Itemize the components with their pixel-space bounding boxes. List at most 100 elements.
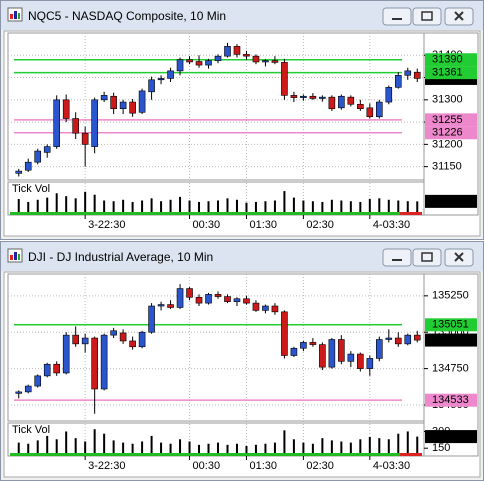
volume-bar — [273, 442, 276, 453]
minimize-button[interactable] — [382, 7, 412, 26]
candle-body — [129, 340, 136, 348]
volume-bar — [359, 201, 362, 212]
candle-body — [243, 54, 250, 57]
volume-bar — [368, 199, 371, 212]
close-button[interactable] — [444, 7, 474, 26]
level-tag — [425, 318, 477, 332]
volume-bar — [160, 201, 163, 212]
x-tick-label: 02:30 — [306, 460, 334, 472]
candle-body — [328, 96, 336, 110]
volume-bar — [112, 201, 115, 212]
volume-bar — [378, 438, 381, 453]
icon — [14, 252, 17, 260]
session-bar — [10, 453, 400, 456]
volume-bar — [150, 198, 153, 212]
y-tick-label: 134750 — [432, 363, 469, 375]
close-button[interactable] — [444, 248, 474, 267]
x-tick-label: 01:30 — [249, 219, 277, 231]
icon — [14, 11, 17, 19]
candle-body — [243, 298, 250, 304]
candle-body — [186, 59, 193, 63]
candle-body — [176, 288, 184, 308]
volume-bar — [27, 201, 30, 212]
candle-body — [224, 296, 231, 302]
x-tick-label: 00:30 — [193, 460, 221, 472]
level-tag — [425, 126, 477, 140]
icon — [18, 13, 20, 19]
volume-bar — [397, 433, 400, 453]
app-icon — [7, 7, 23, 22]
session-bar-end — [400, 453, 422, 456]
volume-bar — [387, 439, 390, 453]
volume-bar — [112, 440, 115, 453]
volume-bar — [55, 193, 58, 212]
volume-bar — [378, 198, 381, 212]
volume-bar — [340, 200, 343, 212]
level-tag-label: 134533 — [432, 394, 469, 406]
candle-body — [15, 170, 23, 174]
level-tag — [425, 53, 477, 67]
candle-body — [195, 296, 203, 304]
volume-bar — [198, 201, 201, 212]
candle-body — [290, 347, 298, 356]
volume-bar — [321, 201, 324, 212]
volume-bar — [273, 200, 276, 212]
x-tick-label: 4-03:30 — [373, 460, 410, 472]
candle-body — [119, 101, 127, 110]
volume-bar — [302, 442, 305, 453]
candle-body — [119, 332, 127, 342]
volume-bar — [65, 431, 68, 453]
volume-panel — [7, 181, 425, 216]
candle-body — [252, 302, 260, 311]
candle-body — [309, 342, 317, 345]
last-price-tag-label: 134946 — [432, 334, 469, 346]
volume-bar — [217, 442, 219, 453]
x-tick-label: 3-22:30 — [88, 460, 125, 472]
volume-bar — [131, 443, 134, 453]
glyph — [392, 259, 402, 261]
glyph — [392, 18, 402, 20]
volume-bar — [188, 441, 191, 453]
candle-body — [100, 95, 108, 101]
candle-body — [24, 161, 32, 171]
volume-panel — [7, 422, 425, 457]
candle-body — [357, 353, 364, 369]
candle-body — [53, 363, 60, 374]
candle-body — [404, 334, 412, 345]
candle-body — [43, 146, 51, 153]
candle-body — [53, 99, 60, 147]
volume-bar — [198, 444, 201, 453]
volume-bar — [283, 191, 286, 212]
volume-label: Tick Vol — [12, 424, 50, 436]
candle-body — [319, 96, 326, 99]
x-tick-label: 02:30 — [306, 219, 334, 231]
candle-body — [300, 342, 307, 349]
minimize-button[interactable] — [382, 248, 412, 267]
candle-body — [34, 150, 42, 163]
level-tag-label: 31255 — [432, 114, 463, 126]
x-tick-label: 3-22:30 — [88, 219, 125, 231]
volume-bar — [330, 199, 333, 212]
volume-bar — [36, 199, 39, 212]
volume-bar — [93, 194, 96, 212]
candle-body — [214, 55, 222, 61]
button-face — [412, 7, 442, 26]
restore-button[interactable] — [412, 7, 442, 26]
level-tag — [425, 113, 477, 127]
volume-bar — [27, 443, 30, 453]
volume-bar — [122, 199, 125, 212]
restore-button[interactable] — [412, 248, 442, 267]
volume-bar — [387, 199, 390, 212]
x-tick-label: 01:30 — [249, 460, 277, 472]
candle-body — [338, 95, 345, 109]
candle-body — [110, 330, 117, 336]
y-tick-label: 150 — [432, 442, 450, 454]
candle-body — [338, 339, 345, 362]
y-tick-label: 135250 — [432, 290, 469, 302]
candle-body — [72, 334, 79, 345]
candle-body — [214, 294, 222, 297]
app-icon — [7, 248, 23, 263]
candle-body — [252, 55, 260, 63]
volume-bar — [245, 445, 248, 453]
candle-body — [186, 288, 193, 298]
